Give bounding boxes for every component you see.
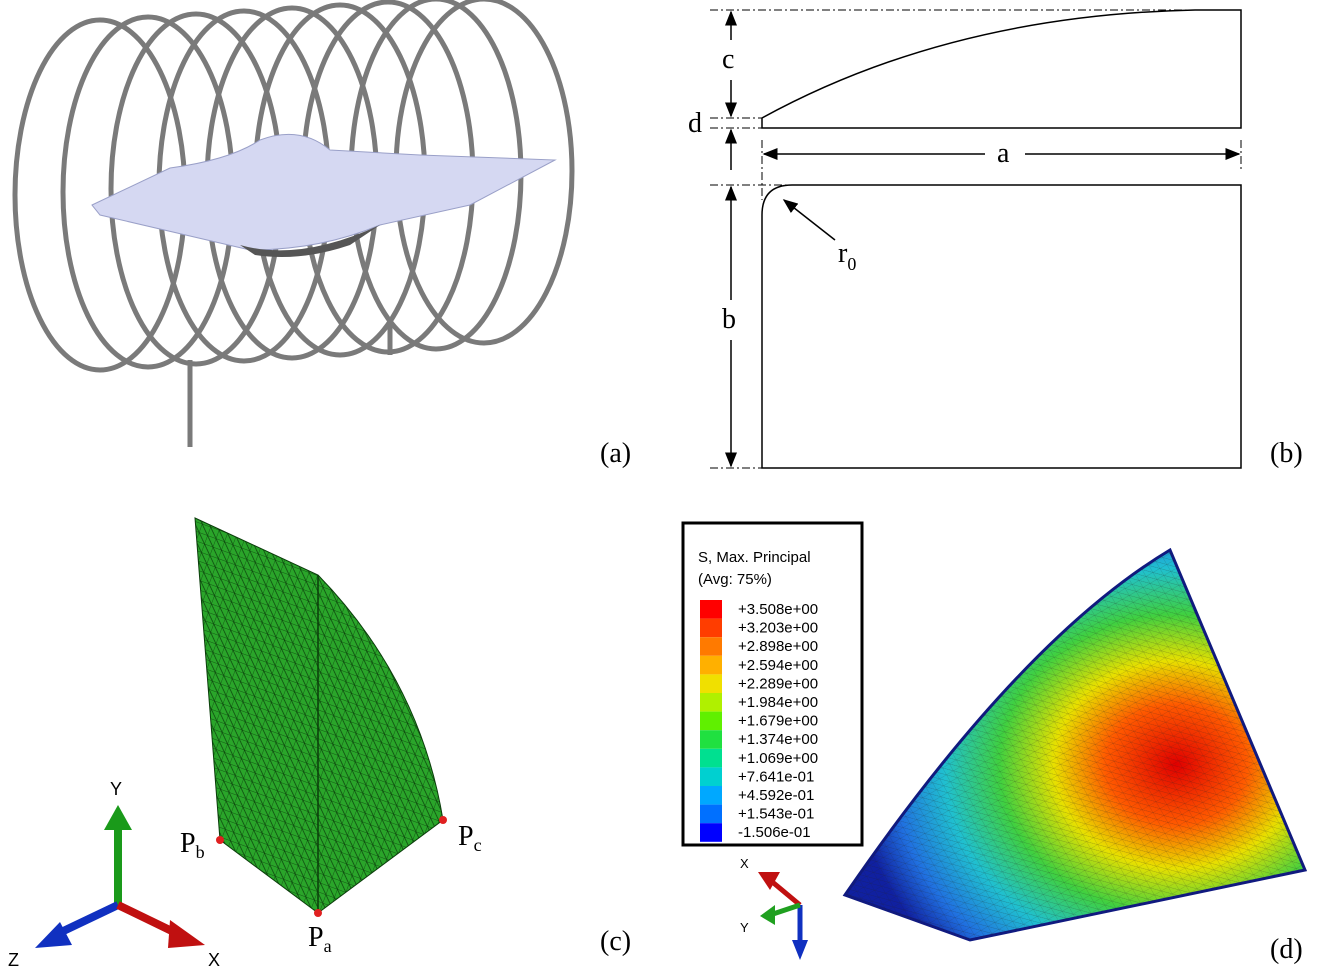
- legend-value: -1.506e-01: [738, 824, 811, 841]
- legend-subtitle: (Avg: 75%): [698, 571, 772, 588]
- legend-title: S, Max. Principal: [698, 549, 811, 566]
- legend-value: +3.508e+00: [738, 601, 818, 618]
- panel-label: (c): [600, 926, 631, 957]
- axis-label: Z: [8, 950, 19, 969]
- subscript: b: [196, 842, 205, 862]
- legend-value: +7.641e-01: [738, 768, 814, 785]
- dimension-label: c: [722, 44, 734, 75]
- legend-swatch: [700, 656, 722, 675]
- dimension-label: a: [997, 138, 1010, 169]
- legend-value: +1.069e+00: [738, 750, 818, 767]
- page: {"panels": { "a": {"label": "(a)"}, "b":…: [0, 0, 1326, 969]
- legend-value: +3.203e+00: [738, 620, 818, 637]
- legend-value: +2.594e+00: [738, 657, 818, 674]
- dimension-label: r0: [838, 238, 856, 274]
- point-label: Pc: [458, 821, 482, 855]
- legend-swatch: [700, 600, 722, 619]
- legend-swatch: [700, 712, 722, 731]
- figure: (a) c d a b r0 (b) Y Z X Pb Pc Pa (c): [0, 0, 1326, 969]
- symbol: P: [458, 821, 474, 852]
- point-label: Pa: [308, 922, 332, 956]
- legend-swatch: [700, 786, 722, 805]
- legend-swatch: [700, 749, 722, 768]
- legend-swatch: [700, 693, 722, 712]
- legend: S, Max. Principal (Avg: 75%) +3.508e+00 +…: [683, 523, 862, 845]
- legend-value: +1.984e+00: [738, 694, 818, 711]
- legend-swatch: [700, 674, 722, 693]
- legend-swatch: [700, 730, 722, 749]
- legend-value: +4.592e-01: [738, 787, 814, 804]
- legend-swatch: [700, 619, 722, 638]
- axis-label: X: [740, 856, 749, 871]
- legend-value: +2.898e+00: [738, 638, 818, 655]
- dimension-label: d: [688, 108, 702, 139]
- legend-value: +1.679e+00: [738, 713, 818, 730]
- legend-swatch: [700, 767, 722, 786]
- mesh-model: [35, 518, 447, 948]
- panel-label: (b): [1270, 438, 1303, 469]
- panel-label: (a): [600, 438, 631, 469]
- point-label: Pb: [180, 828, 205, 862]
- subscript: a: [324, 936, 332, 956]
- panel-label: (d): [1270, 934, 1303, 965]
- symbol: P: [180, 828, 196, 859]
- geometry-drawing: [710, 10, 1241, 468]
- legend-value: +1.374e+00: [738, 731, 818, 748]
- dimension-label: b: [722, 304, 736, 335]
- axis-label: X: [208, 950, 220, 969]
- axis-label: Y: [740, 920, 749, 935]
- symbol: P: [308, 922, 324, 953]
- axis-label: Y: [110, 779, 122, 799]
- legend-value: +1.543e-01: [738, 806, 814, 823]
- legend-swatch: [700, 805, 722, 824]
- legend-value: +2.289e+00: [738, 675, 818, 692]
- legend-swatch: [700, 637, 722, 656]
- subscript: 0: [847, 254, 856, 274]
- legend-swatch: [700, 823, 722, 842]
- coil-illustration: [15, 0, 572, 447]
- subscript: c: [474, 835, 482, 855]
